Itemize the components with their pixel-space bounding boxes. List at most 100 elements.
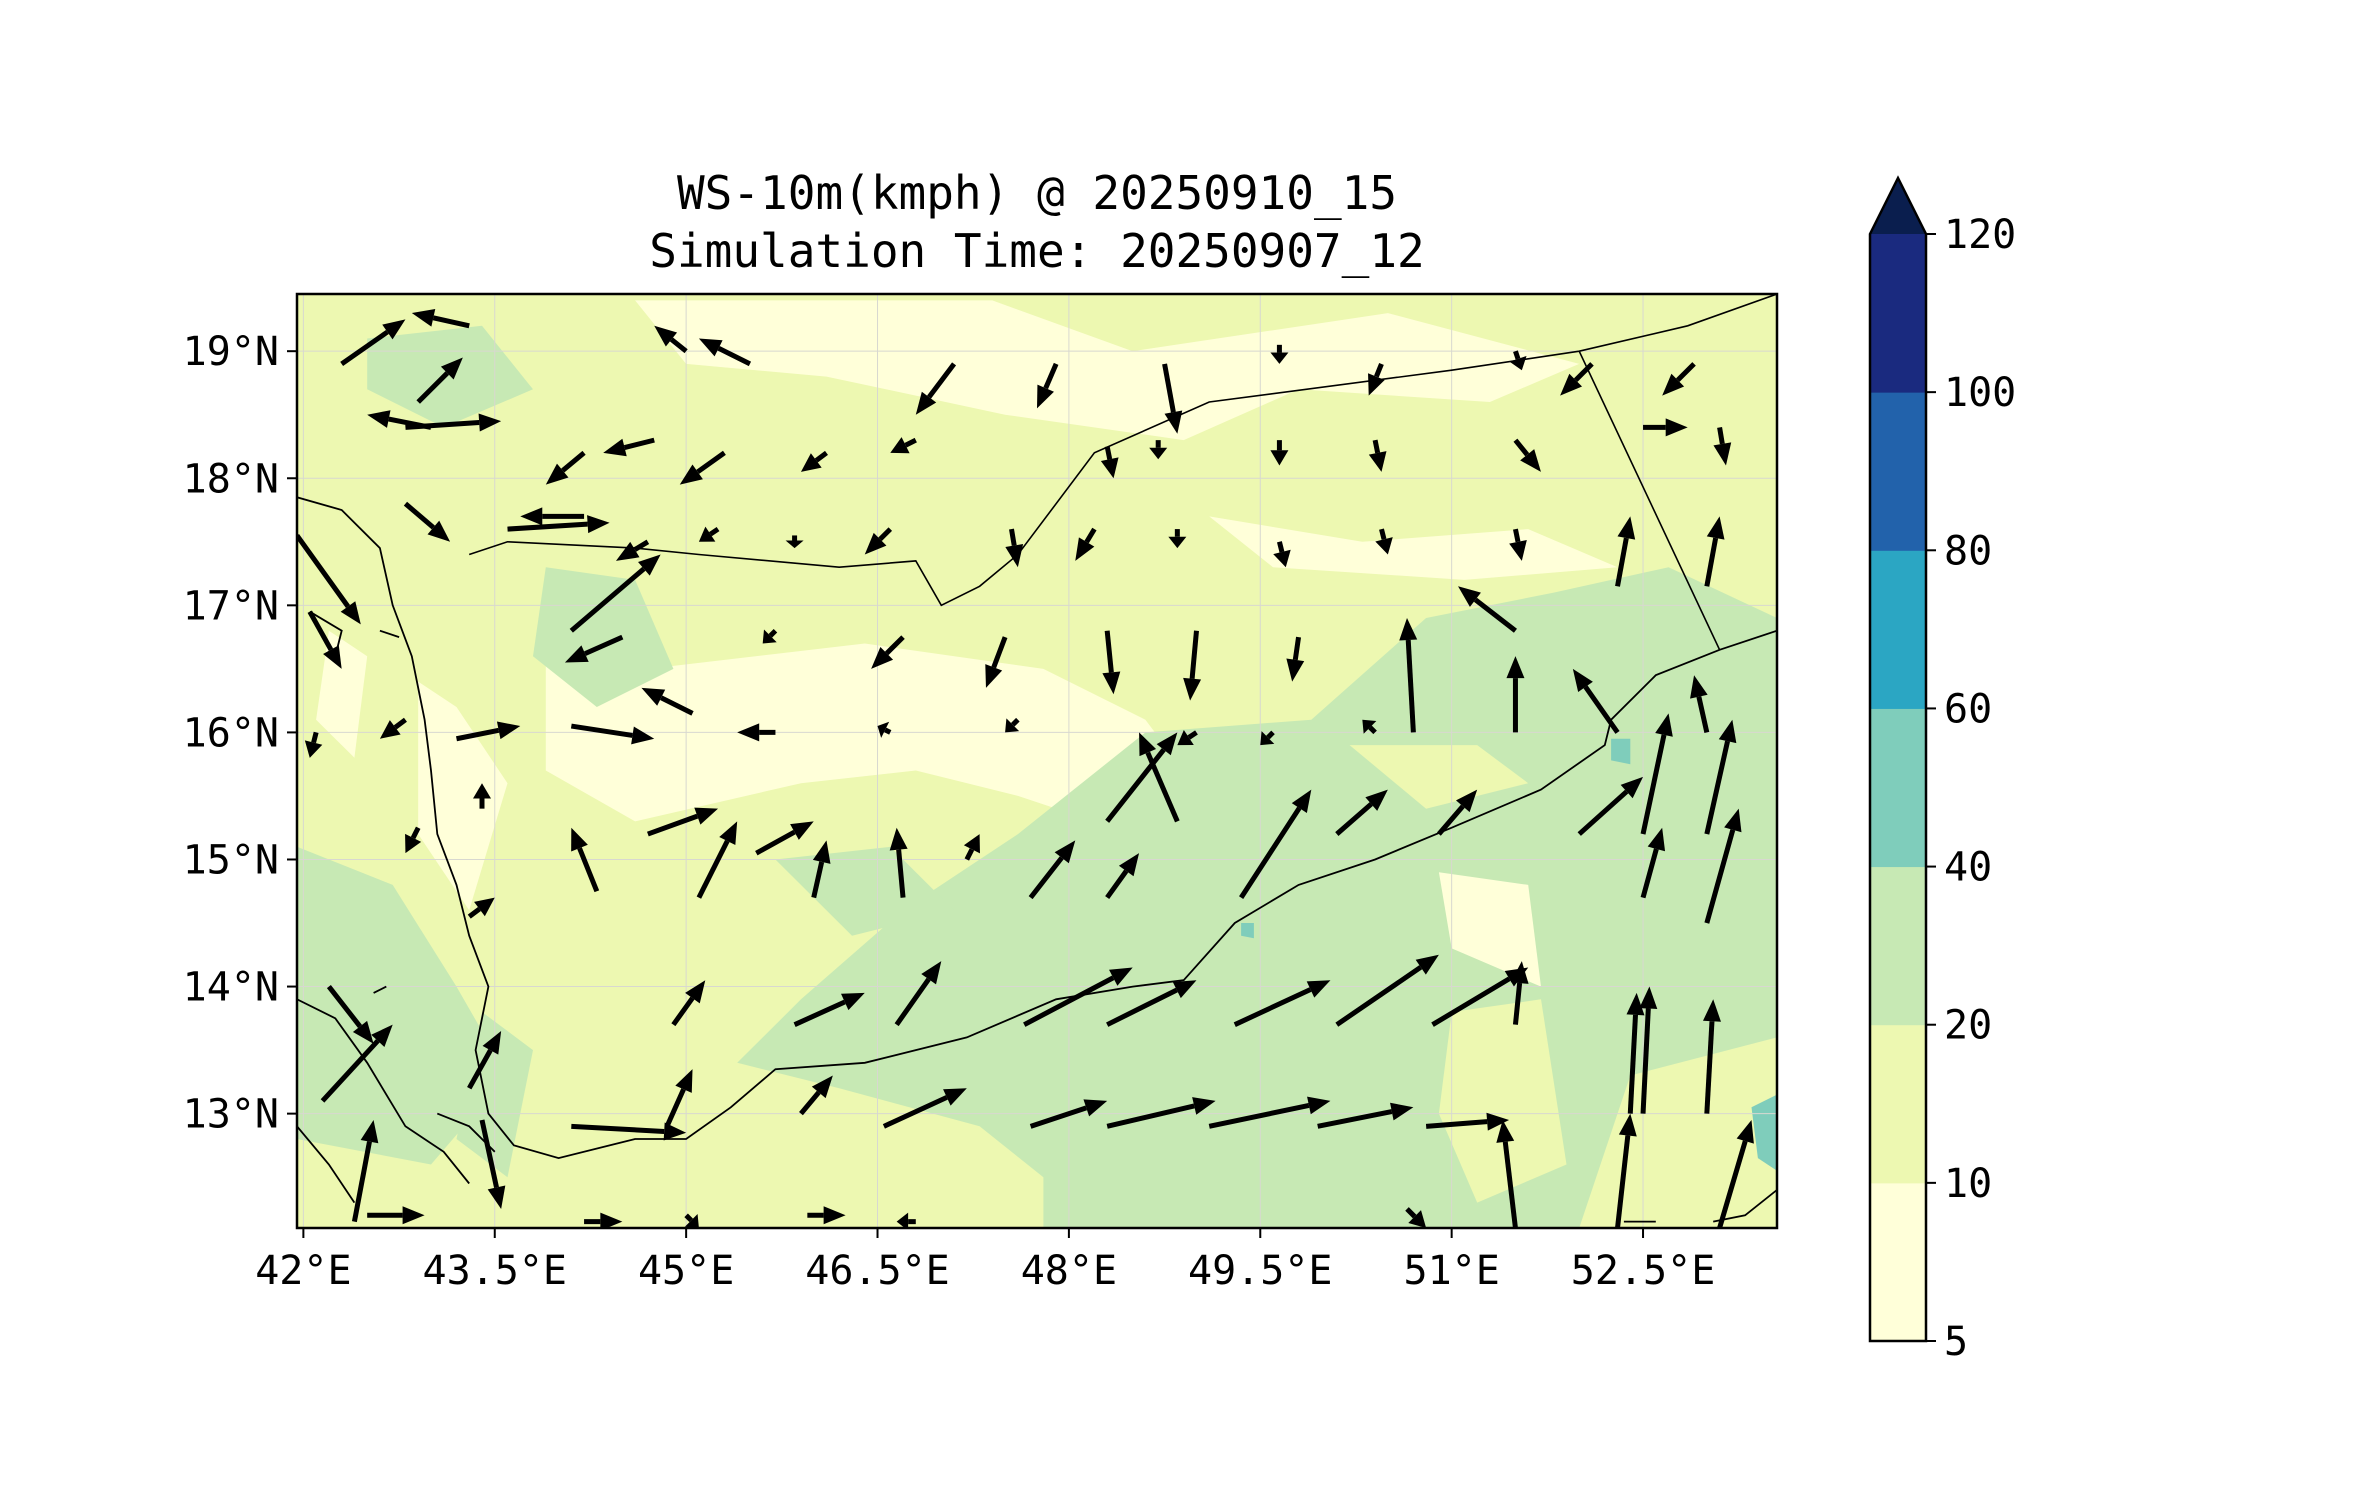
wind-arrow-shaft — [1084, 527, 1097, 544]
wind-arrow — [1643, 418, 1688, 437]
wind-arrow-head — [1655, 713, 1673, 737]
wind-arrow — [762, 628, 778, 644]
x-tick-label: 42°E — [255, 1248, 351, 1294]
wind-arrow — [1399, 618, 1418, 733]
wind-arrow-head — [1306, 980, 1331, 998]
wind-arrow — [1425, 1112, 1510, 1131]
wind-arrow-shaft — [1105, 869, 1129, 900]
colorbar-segment — [1870, 392, 1926, 551]
wind-arrow-shaft — [1009, 528, 1017, 546]
wind-arrow-shaft — [1372, 439, 1381, 454]
wind-arrow-shaft — [1374, 362, 1384, 378]
wind-arrow-shaft — [1405, 639, 1416, 733]
wind-arrow-shaft — [403, 501, 435, 530]
wind-arrow-shaft — [1405, 1207, 1417, 1219]
wind-speed-region — [1438, 872, 1541, 987]
wind-arrow-head — [405, 833, 422, 854]
wind-arrow — [737, 723, 776, 742]
wind-arrow-head — [600, 1212, 623, 1228]
wind-arrow-head — [1075, 537, 1095, 561]
wind-arrow — [1335, 789, 1388, 836]
wind-arrow-shaft — [1145, 751, 1180, 823]
wind-arrow-shaft — [432, 315, 470, 329]
wind-arrow-shaft — [326, 985, 362, 1028]
wind-arrow — [1640, 827, 1666, 899]
wind-arrow-head — [1273, 549, 1291, 568]
wind-arrow — [894, 961, 942, 1027]
coastline — [297, 1125, 356, 1204]
wind-arrow-head — [1139, 732, 1157, 757]
wind-arrow-head — [1083, 1099, 1108, 1117]
wind-arrow-shaft — [1010, 717, 1020, 727]
wind-arrow — [1260, 730, 1275, 746]
wind-arrow-shaft — [467, 1049, 493, 1090]
wind-arrow — [564, 634, 624, 663]
wind-speed-region — [1438, 999, 1567, 1203]
wind-arrow-shaft — [1640, 734, 1667, 835]
wind-arrow — [864, 527, 893, 555]
wind-arrow-shaft — [1502, 1141, 1518, 1228]
wind-arrow-head — [1486, 1112, 1510, 1131]
x-tick-label: 46.5°E — [805, 1248, 950, 1294]
wind-arrow — [1368, 362, 1385, 396]
wind-arrow-head — [1362, 719, 1377, 734]
wind-arrow — [1572, 668, 1620, 734]
wind-arrow — [985, 636, 1008, 688]
wind-arrow-head — [889, 827, 908, 851]
wind-arrow-shaft — [571, 1123, 665, 1134]
colorbar: 5 10 20 40 60 80 100 120 — [1868, 175, 2016, 1365]
wind-arrow-head — [1620, 776, 1644, 799]
wind-arrow-shaft — [584, 634, 624, 656]
wind-arrow-shaft — [1512, 982, 1523, 1025]
wind-arrow — [1509, 350, 1527, 371]
wind-arrow-shaft — [811, 861, 825, 899]
wind-arrow — [890, 437, 917, 454]
wind-arrow — [641, 687, 694, 716]
wind-arrow — [1335, 954, 1439, 1027]
wind-arrow — [799, 1075, 833, 1116]
wind-arrow-head — [1100, 457, 1119, 479]
wind-arrow — [615, 539, 650, 561]
wind-arrow-head — [1168, 536, 1187, 549]
map-gridlines — [297, 294, 1777, 1228]
wind-arrow — [882, 1088, 967, 1129]
wind-arrow — [403, 501, 451, 542]
wind-arrow — [877, 721, 892, 738]
colorbar-tick-label: 100 — [1944, 370, 2016, 416]
wind-arrow-head — [698, 338, 723, 357]
wind-arrow — [571, 827, 600, 893]
wind-arrow-shaft — [1239, 806, 1302, 899]
wind-arrow-shaft — [1335, 802, 1373, 836]
wind-arrow-shaft — [1583, 685, 1620, 734]
wind-arrow-shaft — [467, 907, 481, 919]
wind-arrow-shaft — [768, 628, 778, 638]
wind-arrow — [1273, 541, 1291, 568]
wind-arrow-shaft — [416, 371, 450, 404]
wind-arrow-head — [496, 721, 521, 740]
wind-arrow-head — [684, 1213, 699, 1228]
wind-arrow-head — [1706, 516, 1725, 540]
wind-arrow-shaft — [814, 450, 828, 463]
wind-arrow-head — [877, 721, 890, 738]
wind-arrow-head — [823, 1206, 846, 1225]
wind-arrow-head — [1270, 352, 1289, 364]
wind-arrow — [811, 840, 831, 899]
country-borders — [468, 294, 1777, 651]
wind-arrow — [1690, 675, 1710, 733]
wind-arrow — [1270, 440, 1289, 466]
wind-arrow-head — [1572, 668, 1593, 693]
wind-arrow-shaft — [507, 521, 588, 532]
wind-arrow — [1208, 1096, 1331, 1129]
wind-arrow-head — [1618, 1113, 1637, 1137]
wind-arrow-shaft — [479, 1119, 499, 1188]
wind-arrow-shaft — [623, 437, 655, 450]
wind-arrow-head — [1510, 961, 1529, 984]
wind-arrow-shaft — [671, 996, 695, 1027]
wind-arrow — [647, 807, 719, 837]
wind-arrow-shaft — [896, 849, 906, 898]
x-tick-label: 49.5°E — [1188, 1248, 1333, 1294]
wind-arrow — [1704, 719, 1737, 835]
wind-arrow-shaft — [1187, 730, 1198, 740]
coastline — [373, 985, 387, 994]
